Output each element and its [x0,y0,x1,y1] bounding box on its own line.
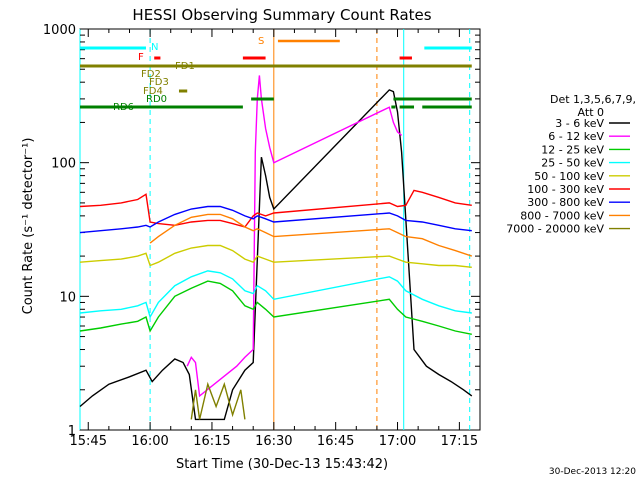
flag-label-rd0: RD0 [146,94,167,105]
legend-label-2: 12 - 25 keV [541,143,604,156]
x-tick-label: 16:30 [255,434,292,449]
legend-label-7: 800 - 7000 keV [520,209,604,222]
y-tick-label: 100 [51,157,76,172]
flag-label-saa: S [258,36,264,47]
y-tick-label: 1000 [43,23,76,38]
flag-label-rd6: RD6 [113,102,134,113]
legend-label-6: 300 - 800 keV [527,196,604,209]
flag-label-flare: F [138,52,144,63]
legend-title-line1: Det 1,3,5,6,7,9, [550,93,636,106]
legend-label-8: 7000 - 20000 keV [506,223,604,236]
timestamp-footer: 30-Dec-2013 12:20 [549,467,636,477]
chart-title: HESSI Observing Summary Count Rates [132,6,431,24]
x-tick-label: 16:15 [193,434,230,449]
series-line-4 [79,244,472,268]
x-tick-label: 16:00 [131,434,168,449]
x-tick-label: 17:15 [441,434,478,449]
y-tick-label: 10 [59,290,76,305]
series-line-1 [186,75,403,398]
x-tick-label: 16:45 [317,434,354,449]
flag-label-fd4: FD4 [143,86,163,97]
series-line-6 [79,205,472,234]
y-axis-label: Count Rate (s⁻¹ detector⁻¹) [21,138,36,315]
legend-label-0: 3 - 6 keV [555,117,604,130]
flag-label-night: N [151,42,158,53]
legend-label-4: 50 - 100 keV [534,170,604,183]
series-line-7 [149,213,473,257]
legend-label-1: 6 - 12 keV [548,130,604,143]
flag-label-fd2: FD2 [141,69,161,80]
plot-area: 15:45 16:00 16:15 16:30 16:45 17:00 17:15 1 10 10… [43,23,481,449]
legend-title-line2: Att 0 [578,106,604,119]
plot-frame [79,28,481,431]
legend-label-3: 25 - 50 keV [541,157,604,170]
series-line-0 [79,89,473,421]
series-line-3 [79,270,472,319]
x-tick-label: 17:00 [379,434,416,449]
y-tick-label: 1 [68,424,76,439]
series-line-8 [190,381,246,420]
legend-label-5: 100 - 300 keV [527,183,604,196]
x-axis-label: Start Time (30-Dec-13 15:43:42) [176,457,388,472]
x-tick-label: 15:45 [70,434,107,449]
series-line-2 [79,280,472,335]
flag-label-fd1: FD1 [175,61,195,72]
flag-label-fd3: FD3 [149,77,169,88]
